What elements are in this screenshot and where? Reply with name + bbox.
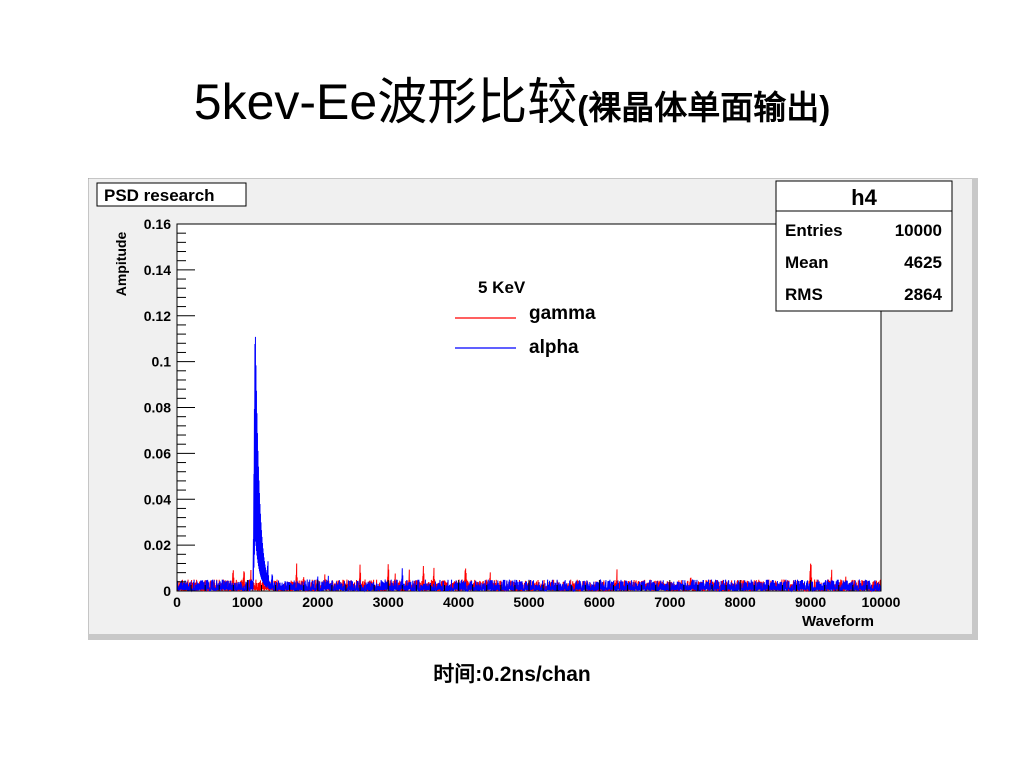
canvas-bottom-bevel (88, 634, 978, 640)
x-tick-label: 8000 (725, 594, 756, 610)
stats-box-title: h4 (851, 185, 877, 210)
legend-label-alpha: alpha (529, 337, 579, 358)
y-axis-label: Ampitude (113, 232, 129, 297)
y-tick-label: 0 (163, 583, 171, 599)
pad-title-box (96, 182, 247, 207)
x-axis-label: Waveform (802, 613, 874, 630)
y-tick-label: 0.02 (144, 537, 171, 553)
axis-layer: 0 0.02 0.04 0.06 0.08 0.1 0.12 0.14 0.16 0 1000 200… (144, 216, 901, 610)
slide-title-main: 5kev-Ee波形比较 (193, 74, 578, 130)
x-tick-label: 6000 (584, 594, 615, 610)
stats-box: h4 Entries 10000 Mean 4625 RMS 2864 (775, 180, 953, 312)
y-tick-label: 0.08 (144, 400, 171, 416)
legend-header: 5 KeV (478, 278, 526, 297)
stats-mean-value: 4625 (904, 253, 942, 272)
legend: 5 KeV gamma alpha (455, 278, 596, 358)
legend-label-gamma: gamma (529, 303, 596, 324)
y-tick-label: 0.16 (144, 216, 171, 232)
stats-entries-value: 10000 (895, 221, 942, 240)
y-tick-label: 0.1 (152, 354, 172, 370)
x-tick-label: 0 (173, 594, 181, 610)
x-tick-label: 7000 (654, 594, 685, 610)
plot-frame (176, 223, 882, 592)
y-tick-label: 0.14 (144, 262, 171, 278)
x-tick-label: 10000 (862, 594, 901, 610)
x-tick-label: 9000 (795, 594, 826, 610)
pad-title: PSD research (104, 186, 215, 205)
y-tick-label: 0.04 (144, 491, 171, 507)
root-canvas: 0 0.02 0.04 0.06 0.08 0.1 0.12 0.14 0.16 0 1000 200… (88, 178, 978, 640)
slide-title-sub: (裸晶体单面输出) (577, 89, 831, 126)
x-tick-label: 4000 (443, 594, 474, 610)
x-tick-label: 1000 (232, 594, 263, 610)
stats-box-frame (775, 180, 953, 312)
stats-entries-label: Entries (785, 221, 843, 240)
y-tick-label: 0.12 (144, 308, 171, 324)
stats-rms-label: RMS (785, 285, 823, 304)
slide-title: 5kev-Ee波形比较(裸晶体单面输出) (0, 62, 1024, 134)
stats-mean-label: Mean (785, 253, 828, 272)
time-scale-caption: 时间:0.2ns/chan (433, 663, 591, 686)
x-tick-label: 5000 (513, 594, 544, 610)
x-tick-label: 2000 (302, 594, 333, 610)
x-tick-label: 3000 (373, 594, 404, 610)
canvas-right-bevel (972, 178, 978, 640)
y-tick-label: 0.06 (144, 445, 171, 461)
stats-rms-value: 2864 (904, 285, 942, 304)
